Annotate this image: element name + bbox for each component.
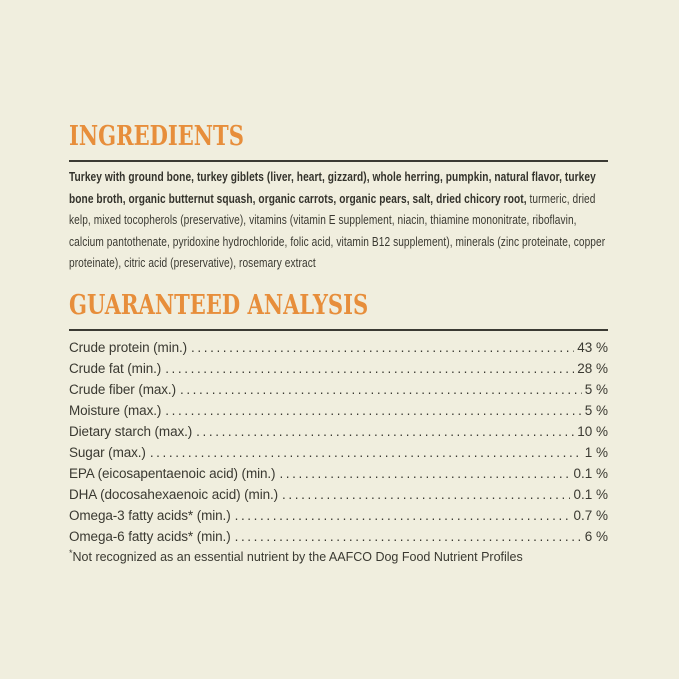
analysis-label: Omega-3 fatty acids* (min.) bbox=[69, 508, 231, 523]
guaranteed-analysis-divider bbox=[69, 329, 608, 331]
dot-leader bbox=[196, 421, 574, 442]
dot-leader bbox=[279, 463, 570, 484]
analysis-row-crude-fiber: Crude fiber (max.) 5 % bbox=[69, 379, 608, 400]
main-ingredients-text: Turkey with ground bone, turkey giblets … bbox=[69, 169, 596, 206]
analysis-row-crude-protein: Crude protein (min.) 43 % bbox=[69, 337, 608, 358]
analysis-value: 0.1 % bbox=[573, 466, 608, 481]
dot-leader bbox=[180, 379, 582, 400]
analysis-row-moisture: Moisture (max.) 5 % bbox=[69, 400, 608, 421]
dot-leader bbox=[235, 505, 571, 526]
analysis-row-omega-6: Omega-6 fatty acids* (min.) 6 % bbox=[69, 526, 608, 547]
dot-leader bbox=[165, 400, 581, 421]
analysis-label: EPA (eicosapentaenoic acid) (min.) bbox=[69, 466, 276, 481]
analysis-label: Omega-6 fatty acids* (min.) bbox=[69, 529, 231, 544]
analysis-value: 1 % bbox=[584, 445, 608, 460]
dot-leader bbox=[282, 484, 570, 505]
analysis-row-sugar: Sugar (max.) 1 % bbox=[69, 442, 608, 463]
ingredients-title: INGREDIENTS bbox=[69, 121, 244, 152]
analysis-value: 0.7 % bbox=[573, 508, 608, 523]
ingredients-divider bbox=[69, 160, 608, 162]
analysis-row-dietary-starch: Dietary starch (max.) 10 % bbox=[69, 421, 608, 442]
guaranteed-analysis-section-header: GUARANTEED ANALYSIS bbox=[69, 292, 608, 319]
analysis-row-epa: EPA (eicosapentaenoic acid) (min.) 0.1 % bbox=[69, 463, 608, 484]
supplemental-ingredients-text: turmeric, dried kelp, mixed tocopherols … bbox=[69, 190, 606, 271]
dot-leader bbox=[150, 442, 582, 463]
guaranteed-analysis-title: GUARANTEED ANALYSIS bbox=[69, 290, 369, 321]
footnote-asterisk: * bbox=[69, 547, 73, 558]
ingredients-paragraph: Turkey with ground bone, turkey giblets … bbox=[69, 166, 608, 274]
analysis-value: 6 % bbox=[584, 529, 608, 544]
analysis-label: DHA (docosahexaenoic acid) (min.) bbox=[69, 487, 279, 502]
analysis-label: Crude protein (min.) bbox=[69, 340, 188, 355]
guaranteed-analysis-table: Crude protein (min.) 43 % Crude fat (min… bbox=[69, 337, 608, 547]
footnote-text: Not recognized as an essential nutrient … bbox=[72, 550, 523, 564]
dot-leader bbox=[191, 337, 574, 358]
dot-leader bbox=[235, 526, 582, 547]
analysis-value: 0.1 % bbox=[573, 487, 608, 502]
analysis-label: Dietary starch (max.) bbox=[69, 424, 193, 439]
aafco-footnote: *Not recognized as an essential nutrient… bbox=[69, 547, 608, 565]
analysis-value: 5 % bbox=[584, 403, 608, 418]
analysis-label: Crude fat (min.) bbox=[69, 361, 162, 376]
analysis-label: Crude fiber (max.) bbox=[69, 382, 176, 397]
dot-leader bbox=[165, 358, 574, 379]
analysis-value: 43 % bbox=[577, 340, 608, 355]
analysis-value: 10 % bbox=[577, 424, 608, 439]
analysis-row-omega-3: Omega-3 fatty acids* (min.) 0.7 % bbox=[69, 505, 608, 526]
ingredients-section-header: INGREDIENTS bbox=[69, 123, 608, 150]
analysis-label: Moisture (max.) bbox=[69, 403, 162, 418]
analysis-row-dha: DHA (docosahexaenoic acid) (min.) 0.1 % bbox=[69, 484, 608, 505]
analysis-row-crude-fat: Crude fat (min.) 28 % bbox=[69, 358, 608, 379]
analysis-value: 28 % bbox=[577, 361, 608, 376]
analysis-value: 5 % bbox=[584, 382, 608, 397]
analysis-label: Sugar (max.) bbox=[69, 445, 146, 460]
